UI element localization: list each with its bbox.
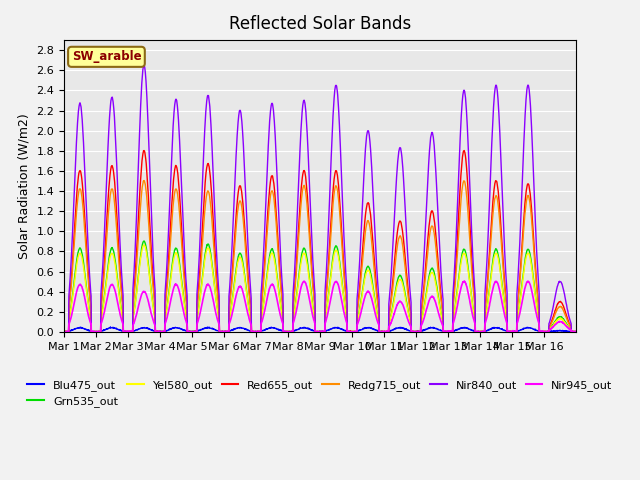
Line: Red655_out: Red655_out bbox=[64, 151, 576, 332]
Yel580_out bbox=[565, 325, 573, 331]
Red655_out bbox=[460, 148, 468, 154]
Nir945_out bbox=[572, 329, 580, 335]
Yel580_out bbox=[60, 329, 68, 335]
Red655_out bbox=[351, 329, 358, 335]
Text: SW_arable: SW_arable bbox=[72, 50, 141, 63]
Yel580_out bbox=[111, 263, 119, 268]
Yel580_out bbox=[90, 329, 97, 335]
Blu475_out bbox=[474, 329, 482, 335]
Nir945_out bbox=[503, 320, 511, 326]
Redg715_out bbox=[572, 329, 580, 335]
Grn535_out bbox=[474, 329, 482, 335]
Line: Redg715_out: Redg715_out bbox=[64, 180, 576, 332]
Nir840_out bbox=[572, 329, 580, 335]
Yel580_out bbox=[351, 329, 358, 335]
Red655_out bbox=[189, 329, 197, 335]
Blu475_out bbox=[107, 324, 115, 330]
Blu475_out bbox=[506, 329, 514, 335]
Legend: Blu475_out, Grn535_out, Yel580_out, Red655_out, Redg715_out, Nir840_out, Nir945_: Blu475_out, Grn535_out, Yel580_out, Red6… bbox=[23, 375, 617, 412]
Red655_out bbox=[111, 186, 119, 192]
Grn535_out bbox=[60, 328, 68, 334]
Nir840_out bbox=[60, 329, 68, 335]
Redg715_out bbox=[222, 329, 230, 335]
Blu475_out bbox=[572, 329, 580, 335]
Grn535_out bbox=[111, 257, 119, 263]
Red655_out bbox=[565, 320, 573, 326]
Yel580_out bbox=[140, 242, 148, 248]
Nir945_out bbox=[111, 288, 119, 294]
Nir840_out bbox=[351, 329, 358, 335]
Line: Nir945_out: Nir945_out bbox=[64, 281, 576, 332]
Yel580_out bbox=[474, 329, 482, 335]
Red655_out bbox=[222, 328, 230, 334]
Nir840_out bbox=[140, 62, 148, 68]
Grn535_out bbox=[572, 329, 580, 335]
Redg715_out bbox=[348, 329, 356, 335]
Nir840_out bbox=[222, 329, 230, 335]
Nir945_out bbox=[222, 329, 230, 335]
Nir840_out bbox=[474, 329, 482, 335]
Redg715_out bbox=[140, 178, 148, 183]
Nir945_out bbox=[461, 278, 468, 284]
Red655_out bbox=[474, 329, 482, 335]
Yel580_out bbox=[503, 317, 511, 323]
Red655_out bbox=[503, 305, 511, 311]
Blu475_out bbox=[60, 329, 68, 335]
Grn535_out bbox=[503, 316, 511, 322]
Line: Nir840_out: Nir840_out bbox=[64, 65, 576, 332]
Blu475_out bbox=[565, 329, 573, 335]
Line: Yel580_out: Yel580_out bbox=[64, 245, 576, 332]
Nir840_out bbox=[285, 329, 292, 335]
Nir945_out bbox=[513, 329, 520, 335]
Red655_out bbox=[572, 329, 580, 335]
Line: Blu475_out: Blu475_out bbox=[64, 327, 576, 332]
Blu475_out bbox=[351, 329, 358, 335]
Nir840_out bbox=[503, 290, 511, 296]
Line: Grn535_out: Grn535_out bbox=[64, 241, 576, 332]
Y-axis label: Solar Radiation (W/m2): Solar Radiation (W/m2) bbox=[18, 113, 31, 259]
Blu475_out bbox=[111, 325, 119, 331]
Grn535_out bbox=[565, 324, 573, 330]
Redg715_out bbox=[111, 205, 119, 211]
Title: Reflected Solar Bands: Reflected Solar Bands bbox=[229, 15, 411, 33]
Grn535_out bbox=[140, 238, 148, 244]
Nir840_out bbox=[111, 127, 119, 132]
Yel580_out bbox=[572, 329, 580, 335]
Nir945_out bbox=[474, 329, 482, 335]
Grn535_out bbox=[222, 329, 230, 335]
Yel580_out bbox=[222, 329, 230, 335]
Redg715_out bbox=[503, 307, 511, 313]
Nir945_out bbox=[351, 329, 358, 335]
Redg715_out bbox=[60, 329, 68, 335]
Redg715_out bbox=[474, 329, 482, 335]
Red655_out bbox=[60, 329, 68, 335]
Redg715_out bbox=[565, 322, 573, 327]
Blu475_out bbox=[222, 329, 230, 335]
Nir945_out bbox=[60, 328, 68, 334]
Grn535_out bbox=[351, 329, 358, 335]
Grn535_out bbox=[284, 329, 291, 335]
Blu475_out bbox=[503, 328, 511, 334]
Nir840_out bbox=[565, 314, 573, 320]
Nir945_out bbox=[565, 326, 573, 332]
Redg715_out bbox=[351, 329, 358, 335]
